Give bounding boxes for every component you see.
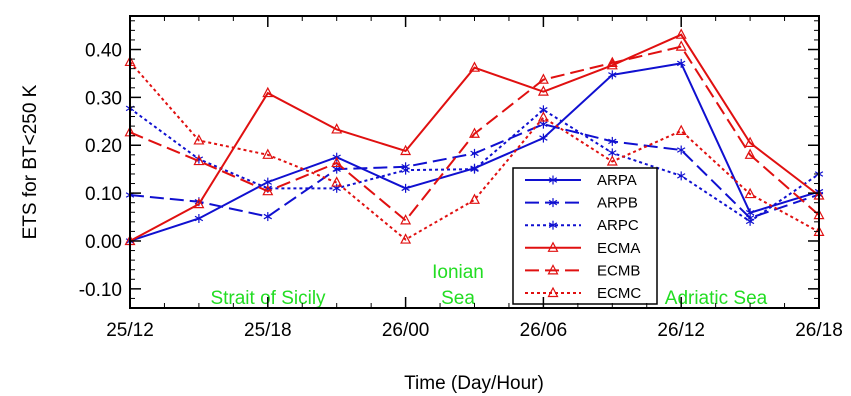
data-point-ecma-8 (675, 28, 687, 39)
legend-entry-arpb: ARPB (525, 195, 638, 212)
legend-marker-arpb (548, 198, 558, 208)
data-point-ecmb-9 (744, 148, 756, 159)
legend-marker-arpa (548, 175, 558, 185)
region-annotations: Strait of Sicily Ionian Sea Adriatic Sea (210, 262, 767, 309)
data-point-arpb-5 (470, 148, 479, 158)
data-point-arpa-1 (194, 213, 204, 223)
data-point-arpa-4 (401, 183, 410, 193)
y-tick-label: 0.20 (85, 136, 122, 157)
x-tick-label: 26/00 (382, 320, 430, 341)
legend-entry-arpa: ARPA (525, 172, 637, 189)
legend: ARPA ARPB ARPC ECMA ECMB ECMC (512, 167, 658, 305)
series-line-ecmb (129, 45, 820, 222)
data-point-ecma-7 (606, 59, 618, 70)
data-point-ecmc-2 (262, 148, 274, 159)
legend-entry-arpc: ARPC (525, 217, 639, 234)
y-axis-title: ETS for BT<250 K (20, 84, 41, 239)
legend-marker-ecmb (547, 264, 559, 275)
data-point-arpa-8 (677, 58, 686, 68)
data-point-ecmb-4 (400, 214, 412, 225)
data-point-ecma-5 (469, 61, 480, 72)
data-point-ecmc-5 (469, 193, 480, 204)
data-point-ecmb-8 (675, 40, 687, 51)
data-point-arpa-6 (539, 133, 548, 143)
legend-box (512, 167, 658, 305)
legend-entry-ecmb: ECMB (525, 262, 640, 279)
data-point-arpb-8 (677, 145, 686, 155)
axes: 25/12 25/18 26/00 26/06 26/12 26/18 -0.10 0.00 0… (79, 15, 843, 341)
data-point-ecma-2 (262, 86, 274, 98)
data-point-ecma-4 (400, 144, 412, 156)
x-tick-label: 26/12 (657, 320, 705, 341)
data-point-ecma-6 (537, 85, 549, 96)
data-point-ecmc-4 (400, 233, 412, 244)
data-point-ecmb-1 (193, 154, 205, 166)
data-point-arpc-9 (745, 216, 755, 226)
data-point-ecmc-7 (606, 155, 618, 166)
data-point-arpc-4 (401, 165, 410, 175)
data-point-ecmb-6 (537, 73, 549, 84)
data-point-arpb-7 (608, 136, 617, 146)
x-tick-label: 25/12 (106, 320, 154, 341)
series-ecma (124, 28, 825, 246)
legend-label-ecmc: ECMC (597, 285, 641, 302)
legend-label-ecma: ECMA (597, 240, 640, 257)
x-tick-label: 26/18 (795, 320, 843, 341)
data-point-ecma-9 (744, 136, 756, 147)
data-point-ecmc-6 (537, 111, 549, 122)
data-point-ecmb-3 (331, 156, 343, 168)
x-axis-title: Time (Day/Hour) (404, 373, 544, 394)
legend-entry-ecma: ECMA (525, 240, 640, 257)
legend-marker-ecma (547, 241, 559, 252)
data-point-ecmb-7 (606, 56, 618, 68)
y-tick-label: 0.30 (85, 88, 122, 109)
y-tick-label: -0.10 (79, 280, 122, 301)
data-point-ecmc-3 (331, 176, 343, 187)
data-point-arpc-3 (332, 183, 341, 193)
legend-label-ecmb: ECMB (597, 262, 640, 279)
y-tick-label: 0.40 (85, 41, 122, 62)
series-line-ecmc (129, 61, 820, 241)
data-point-ecmc-9 (744, 187, 756, 199)
y-tick-label: 0.00 (85, 232, 122, 253)
series-line-ecma (129, 33, 820, 242)
data-point-ecma-1 (193, 197, 205, 209)
data-point-ecmb-2 (262, 184, 274, 196)
data-point-arpa-7 (608, 70, 617, 80)
legend-marker-ecmc (547, 286, 559, 298)
data-point-ecmc-1 (193, 134, 205, 145)
data-point-arpc-5 (470, 164, 479, 174)
data-point-arpc-8 (677, 171, 686, 181)
x-tick-label: 26/06 (520, 320, 568, 341)
annotation-adriatic-sea: Adriatic Sea (665, 288, 768, 309)
annotation-sea: Sea (441, 288, 475, 309)
y-tick-label: 0.10 (85, 184, 122, 205)
x-tick-label: 25/18 (244, 320, 292, 341)
data-point-ecmc-8 (675, 124, 687, 135)
legend-label-arpb: ARPB (597, 195, 638, 212)
data-point-ecmb-5 (469, 127, 480, 138)
data-point-arpb-2 (263, 212, 272, 222)
legend-label-arpa: ARPA (597, 172, 637, 189)
data-point-ecma-3 (331, 123, 343, 134)
legend-entry-ecmc: ECMC (525, 285, 641, 302)
legend-marker-arpc (548, 220, 558, 230)
legend-label-arpc: ARPC (597, 217, 639, 234)
annotation-ionian: Ionian (432, 262, 484, 283)
